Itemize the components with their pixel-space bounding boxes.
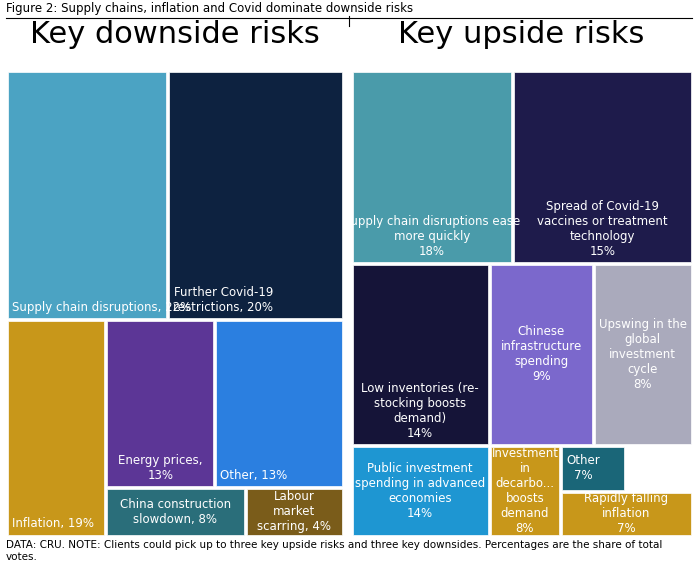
- FancyBboxPatch shape: [107, 488, 244, 535]
- FancyBboxPatch shape: [352, 71, 512, 262]
- Text: China construction
slowdown, 8%: China construction slowdown, 8%: [120, 498, 231, 525]
- Text: Figure 2: Supply chains, inflation and Covid dominate downside risks: Figure 2: Supply chains, inflation and C…: [6, 2, 413, 15]
- FancyBboxPatch shape: [216, 321, 341, 485]
- Text: Supply chain disruptions, 22%: Supply chain disruptions, 22%: [11, 301, 191, 314]
- FancyBboxPatch shape: [8, 71, 166, 318]
- FancyBboxPatch shape: [8, 321, 104, 535]
- FancyBboxPatch shape: [352, 447, 488, 535]
- FancyBboxPatch shape: [169, 71, 341, 318]
- Text: DATA: CRU. NOTE: Clients could pick up to three key upside risks and three key d: DATA: CRU. NOTE: Clients could pick up t…: [6, 540, 662, 561]
- FancyBboxPatch shape: [562, 493, 690, 535]
- FancyBboxPatch shape: [107, 321, 214, 485]
- FancyBboxPatch shape: [247, 488, 341, 535]
- Text: Energy prices,
13%: Energy prices, 13%: [118, 454, 202, 481]
- Text: Further Covid-19
restrictions, 20%: Further Covid-19 restrictions, 20%: [173, 286, 273, 314]
- Text: Key downside risks: Key downside risks: [29, 20, 320, 49]
- FancyBboxPatch shape: [491, 265, 592, 444]
- FancyBboxPatch shape: [352, 265, 488, 444]
- Text: Other, 13%: Other, 13%: [221, 469, 288, 481]
- Text: Key upside risks: Key upside risks: [399, 20, 645, 49]
- FancyBboxPatch shape: [562, 447, 624, 490]
- Text: Rapidly falling
inflation
7%: Rapidly falling inflation 7%: [584, 492, 669, 535]
- Text: Chinese
infrastructure
spending
9%: Chinese infrastructure spending 9%: [500, 325, 581, 383]
- Text: Public investment
spending in advanced
economies
14%: Public investment spending in advanced e…: [355, 462, 485, 520]
- FancyBboxPatch shape: [491, 447, 559, 535]
- Text: Inflation, 19%: Inflation, 19%: [11, 517, 94, 531]
- Text: Spread of Covid-19
vaccines or treatment
technology
15%: Spread of Covid-19 vaccines or treatment…: [537, 200, 668, 258]
- Text: Low inventories (re-
stocking boosts
demand)
14%: Low inventories (re- stocking boosts dem…: [361, 382, 479, 440]
- FancyBboxPatch shape: [514, 71, 690, 262]
- Text: Investment
in
decarbo...
boosts
demand
8%: Investment in decarbo... boosts demand 8…: [491, 447, 558, 535]
- Text: Labour
market
scarring, 4%: Labour market scarring, 4%: [257, 490, 331, 533]
- Text: Supply chain disruptions ease
more quickly
18%: Supply chain disruptions ease more quick…: [343, 215, 521, 258]
- Text: Other
7%: Other 7%: [566, 455, 600, 483]
- Text: Upswing in the
global
investment
cycle
8%: Upswing in the global investment cycle 8…: [599, 318, 687, 391]
- FancyBboxPatch shape: [595, 265, 690, 444]
